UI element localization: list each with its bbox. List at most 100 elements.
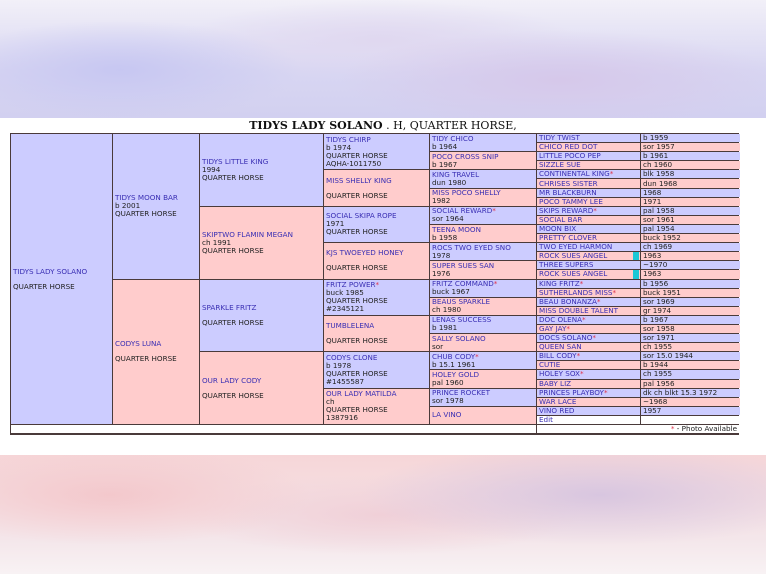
horse-name-link[interactable]: HOLEY GOLD: [432, 370, 480, 380]
horse-name-link[interactable]: SOCIAL REWARD: [432, 206, 493, 216]
horse-detail-line: sor 1978: [432, 396, 464, 406]
horse-name-link[interactable]: LA VINO: [432, 410, 462, 420]
horse-name-link[interactable]: TIDYS LADY SOLANO: [13, 266, 88, 276]
horse-detail-line: QUARTER HORSE: [326, 336, 388, 346]
horse-name-link[interactable]: TIDYS LITTLE KING: [202, 156, 269, 166]
horse-name-link[interactable]: VINO RED: [539, 406, 575, 415]
horse-detail-line: QUARTER HORSE: [202, 390, 264, 400]
gen5-name-cell: MISS DOUBLE TALENT: [537, 306, 640, 315]
horse-name-row: HOLEY GOLD: [432, 371, 534, 379]
photo-star-icon: *: [566, 324, 570, 334]
gen5-name-cell: CHRISES SISTER: [537, 179, 640, 188]
horse-name-link[interactable]: BILL CODY: [539, 352, 577, 361]
horse-name-link[interactable]: SOCIAL BAR: [539, 215, 583, 224]
horse-detail-line: ch 1980: [432, 305, 462, 315]
horse-name-link[interactable]: OUR LADY CODY: [202, 375, 262, 385]
gen5-info-cell: ch 1969: [641, 243, 740, 252]
horse-name-link[interactable]: DOCS SOLANO: [539, 334, 593, 343]
horse-name-link[interactable]: GAY JAY: [539, 324, 567, 334]
horse-name-link[interactable]: KING TRAVEL: [432, 170, 480, 179]
horse-name-link[interactable]: SPARKLE FRITZ: [202, 302, 257, 312]
horse-name-link[interactable]: ROCK SUES ANGEL: [539, 252, 608, 261]
horse-name-link[interactable]: MISS POCO SHELLY: [432, 188, 501, 198]
horse-name-link[interactable]: SIZZLE SUE: [539, 161, 581, 170]
horse-name-link[interactable]: BEAU BONANZA: [539, 297, 597, 306]
horse-detail-line: 1982: [432, 196, 451, 206]
horse-name-link[interactable]: QUEEN SAN: [539, 343, 582, 352]
gen5-name-cell: THREE SUPERS: [537, 261, 640, 270]
horse-name-link[interactable]: SKIPTWO FLAMIN MEGAN: [202, 229, 293, 239]
gen5-name-cell: BEAU BONANZA*: [537, 297, 640, 306]
horse-name-link[interactable]: OUR LADY MATILDA: [326, 389, 397, 399]
horse-name-row: BILL CODY*: [539, 352, 638, 360]
horse-name-link[interactable]: SOCIAL SKIPA ROPE: [326, 211, 397, 221]
horse-name-link[interactable]: CODYS LUNA: [115, 339, 162, 349]
horse-name-link[interactable]: SUPER SUES SAN: [432, 261, 495, 270]
horse-name-link[interactable]: TWO EYED HARMON: [539, 243, 613, 252]
horse-name-link[interactable]: CUTIE: [539, 361, 561, 370]
horse-name-row: TIDYS LADY SOLANO: [13, 266, 110, 276]
horse-name-link[interactable]: PRETTY CLOVER: [539, 234, 597, 243]
edit-link[interactable]: Edit: [539, 415, 553, 424]
horse-detail-line: pal 1960: [432, 378, 464, 388]
horse-name-link[interactable]: MR BLACKBURN: [539, 188, 597, 197]
horse-name-link[interactable]: POCO TAMMY LEE: [539, 197, 603, 206]
horse-name-row: GAY JAY*: [539, 325, 638, 333]
gen4-ancestor-cell: SUPER SUES SAN 1976: [430, 261, 536, 279]
gen5-info-cell: ~1970: [641, 261, 740, 270]
horse-name-row: MISS SHELLY KING: [326, 175, 427, 185]
horse-name-link[interactable]: LENAS SUCCESS: [432, 315, 492, 325]
horse-name-link[interactable]: DOC OLENA: [539, 315, 582, 324]
horse-name-link[interactable]: MISS DOUBLE TALENT: [539, 306, 619, 315]
horse-name-link[interactable]: CODYS CLONE: [326, 352, 378, 362]
horse-name-link[interactable]: HOLEY SOX: [539, 370, 580, 379]
horse-name-link[interactable]: KING FRITZ: [539, 279, 580, 288]
horse-name-row: SUTHERLANDS MISS*: [539, 289, 638, 297]
horse-name-row: SOCIAL BAR: [539, 216, 638, 224]
horse-name-row: BEAU BONANZA*: [539, 298, 638, 306]
gen4-ancestor-cell: LA VINO: [430, 406, 536, 424]
gen5-info-cell: dk ch blkt 15.3 1972: [641, 388, 740, 397]
horse-name-link[interactable]: TIDYS CHIRP: [326, 134, 371, 144]
horse-name-link[interactable]: WAR LACE: [539, 397, 577, 406]
horse-name-link[interactable]: ROCS TWO EYED SNO: [432, 243, 511, 252]
horse-name-link[interactable]: PRINCES PLAYBOY: [539, 388, 604, 397]
horse-name-link[interactable]: TIDYS MOON BAR: [115, 193, 178, 203]
gen5-info-cell: sor 1969: [641, 297, 740, 306]
horse-name-link[interactable]: CHUB CODY: [432, 352, 476, 361]
horse-name-link[interactable]: ROCK SUES ANGEL: [539, 270, 608, 279]
great-grandparent-cell: FRITZ POWER* buck 1985 QUARTER HORSE #23451…: [324, 279, 429, 315]
gen4-ancestor-cell: POCO CROSS SNIP b 1967: [430, 152, 536, 170]
horse-name-link[interactable]: CHRISES SISTER: [539, 179, 598, 188]
gen5-name-cell: WAR LACE: [537, 397, 640, 406]
horse-name-link[interactable]: SUTHERLANDS MISS: [539, 288, 613, 297]
horse-detail-line: #2345121: [326, 304, 365, 314]
horse-name-link[interactable]: POCO CROSS SNIP: [432, 152, 499, 161]
horse-name-link[interactable]: KJS TWOEYED HONEY: [326, 248, 404, 258]
horse-name-link[interactable]: MISS SHELLY KING: [326, 175, 392, 185]
horse-detail-line: 1978: [432, 250, 451, 260]
horse-name-link[interactable]: PRINCE ROCKET: [432, 388, 490, 398]
horse-name-link[interactable]: MOON BIX: [539, 224, 577, 233]
horse-name-link[interactable]: TIDY CHICO: [432, 134, 474, 143]
horse-name-link[interactable]: TEENA MOON: [432, 224, 481, 234]
horse-name-link[interactable]: TIDY TWIST: [539, 134, 580, 143]
photo-star-icon: *: [609, 170, 614, 179]
horse-name-link[interactable]: SALLY SOLANO: [432, 334, 486, 343]
horse-name-link[interactable]: LITTLE POCO PEP: [539, 152, 601, 161]
horse-name-link[interactable]: BABY LIZ: [539, 379, 572, 388]
gen5-info-cell: pal 1956: [641, 379, 740, 388]
horse-name-row: KING FRITZ*: [539, 280, 638, 288]
horse-name-link[interactable]: SKIPS REWARD: [539, 206, 594, 215]
horse-name-link[interactable]: FRITZ POWER: [326, 280, 376, 290]
gen4-ancestor-cell: SOCIAL REWARD* sor 1964: [430, 206, 536, 224]
horse-name-row: DOCS SOLANO*: [539, 334, 638, 342]
horse-name-link[interactable]: THREE SUPERS: [539, 261, 594, 270]
horse-name-link[interactable]: FRITZ COMMAND: [432, 279, 494, 289]
horse-detail-line: b 1967: [432, 159, 458, 169]
horse-detail-line: AQHA-1011750: [326, 158, 382, 168]
horse-name-link[interactable]: CHICO RED DOT: [539, 143, 598, 152]
horse-name-link[interactable]: BEAUS SPARKLE: [432, 297, 491, 307]
horse-name-link[interactable]: CONTINENTAL KING: [539, 170, 610, 179]
horse-name-link[interactable]: TUMBLELENA: [326, 321, 375, 331]
